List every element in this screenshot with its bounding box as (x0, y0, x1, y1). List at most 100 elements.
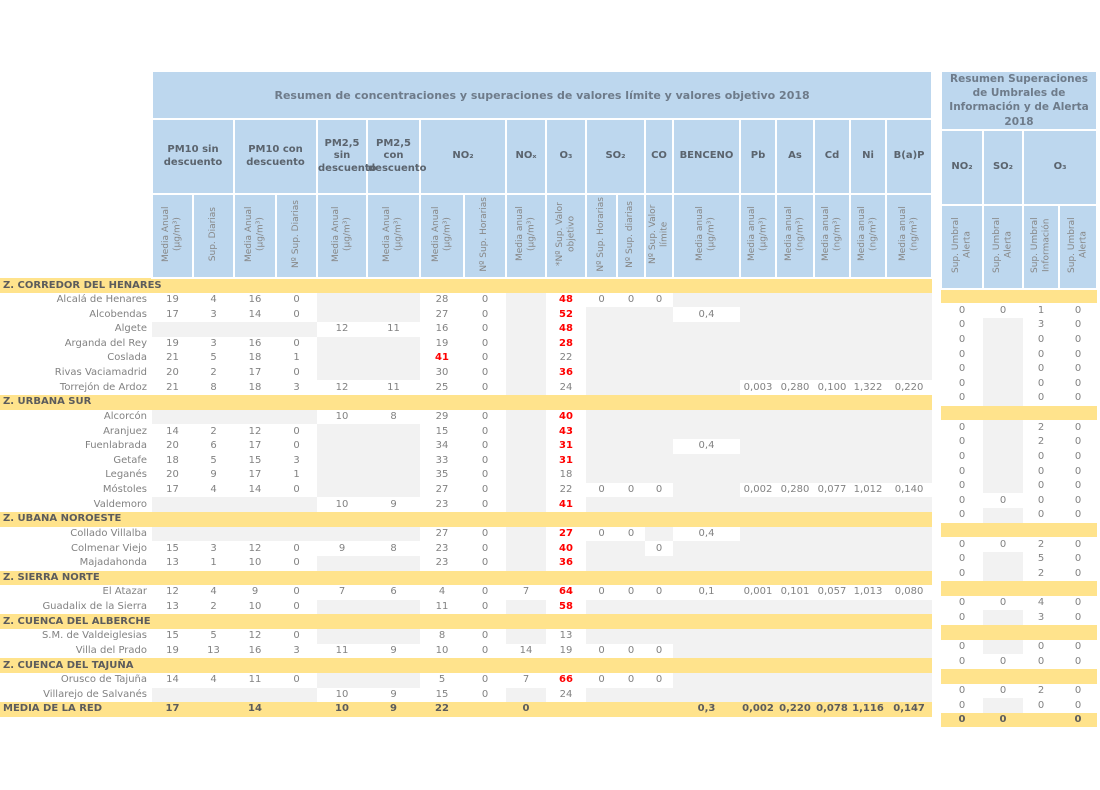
value-cell (367, 453, 420, 469)
threshold-cell: 0 (1037, 363, 1045, 375)
threshold-cell: 0 (1074, 450, 1082, 462)
column-subheader-label: Media anual (µg/m³) (514, 206, 536, 262)
value-cell (673, 643, 740, 659)
value-cell (506, 365, 546, 381)
value-cell (234, 321, 276, 337)
value-cell (586, 453, 617, 469)
threshold-cell (983, 361, 1023, 377)
value-cell (234, 497, 276, 512)
column-group: SO₂ (982, 128, 1024, 206)
value-cell: 4 (210, 674, 217, 686)
threshold-cell (983, 376, 1023, 392)
value-cell (886, 321, 933, 337)
value-cell (617, 321, 645, 337)
value-cell: 0 (627, 586, 635, 598)
zone-row (941, 668, 1098, 684)
value-cell (152, 409, 193, 425)
value-cell: 0 (293, 425, 300, 437)
threshold-cell: 0 (1074, 363, 1082, 375)
value-cell (850, 541, 886, 556)
value-cell (645, 321, 673, 337)
value-cell: 0 (481, 440, 489, 452)
threshold-cell: 0 (958, 319, 966, 331)
value-cell: 19 (166, 337, 179, 349)
summary-cell: 0 (983, 712, 1023, 728)
value-cell (317, 307, 367, 322)
value-cell (506, 424, 546, 439)
value-cell: 0 (481, 352, 489, 364)
value-cell (776, 555, 814, 571)
value-cell (617, 541, 645, 556)
value-cell: 10 (335, 498, 349, 510)
summary-cell: 0 (506, 702, 546, 717)
threshold-cell: 0 (1037, 392, 1045, 404)
threshold-cell: 0 (1037, 699, 1045, 711)
zone-band: Z. CUENCA DEL TAJUÑA (0, 658, 933, 673)
threshold-cell (983, 347, 1023, 362)
threshold-cell: 1 (1037, 304, 1045, 316)
column-group: Cd (813, 118, 851, 195)
value-cell (506, 482, 546, 498)
value-cell: 0 (481, 410, 489, 422)
value-cell (586, 555, 617, 571)
column-subheader-label: Nº Sup. diarias (625, 200, 636, 268)
value-cell: 11 (435, 601, 449, 613)
zone-band: Z. URBANA SUR (0, 395, 933, 410)
value-cell (586, 497, 617, 512)
value-cell: 9 (338, 542, 346, 554)
threshold-cell (983, 449, 1023, 465)
value-cell: 0 (293, 484, 300, 496)
value-cell (814, 526, 850, 542)
value-cell: 0 (293, 293, 300, 305)
value-cell (886, 687, 933, 703)
value-cell: 7 (338, 586, 346, 598)
station-row: Aranjuez 14 2 12 0 15 0 43 (0, 424, 933, 439)
threshold-cell: 0 (1037, 450, 1045, 462)
value-cell (645, 336, 673, 352)
value-cell (850, 424, 886, 439)
value-cell: 43 (559, 425, 573, 437)
column-subheader-label: Sup. Umbral Alerta (950, 216, 972, 273)
value-cell (367, 599, 420, 615)
value-cell: 0 (293, 440, 300, 452)
zone-band (941, 522, 1098, 538)
value-cell: 28 (559, 337, 573, 349)
value-cell: 23 (435, 557, 449, 569)
value-cell (645, 438, 673, 454)
threshold-cell: 4 (1037, 597, 1045, 609)
station-row: Alcalá de Henares 19 4 16 0 28 0 48 0 0 0 (0, 292, 933, 308)
value-cell: 6 (390, 586, 397, 598)
column-group: NOₓ (505, 118, 547, 195)
summary-row: MEDIA DE LA RED 17 14 10 9 22 0 0,3 0,002 0,220 0,… (0, 702, 933, 717)
summary-cell (617, 702, 645, 717)
value-cell: 0 (598, 527, 605, 539)
value-cell (586, 336, 617, 352)
value-cell (673, 672, 740, 688)
value-cell (886, 672, 933, 688)
value-cell (586, 424, 617, 439)
threshold-cell: 2 (1037, 567, 1045, 579)
value-cell (586, 629, 617, 644)
value-cell (276, 321, 317, 337)
value-cell: 34 (435, 440, 449, 452)
station-row: S.M. de Valdeiglesias 15 5 12 0 8 0 13 (0, 629, 933, 644)
summary-cell (464, 702, 506, 717)
threshold-cell: 0 (958, 363, 966, 375)
value-cell (645, 468, 673, 483)
threshold-cell: 0 (958, 494, 966, 506)
column-group: Pb (739, 118, 777, 195)
threshold-cell: 0 (1074, 684, 1082, 696)
value-cell: 2 (210, 367, 217, 379)
value-cell: 0,080 (894, 586, 924, 598)
threshold-cell: 0 (1074, 436, 1082, 448)
column-group: PM2,5 con descuento (366, 118, 427, 195)
value-cell: 17 (248, 367, 262, 379)
value-cell (776, 468, 814, 483)
threshold-cell: 0 (1037, 465, 1045, 477)
value-cell: 12 (166, 586, 179, 598)
value-cell (814, 541, 850, 556)
station-row: 0 0 0 (941, 332, 1097, 348)
value-cell: 10 (248, 601, 262, 613)
value-cell (814, 687, 850, 703)
value-cell (814, 292, 850, 308)
